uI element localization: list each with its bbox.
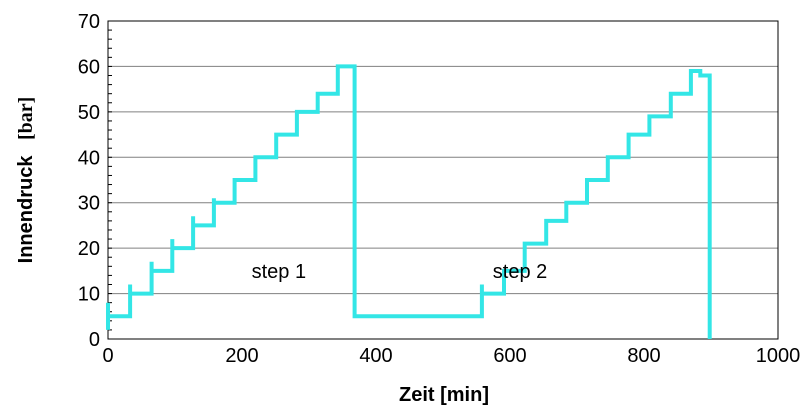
y-tick-label-70: 70	[78, 11, 100, 33]
y-tick-label-0: 0	[89, 329, 100, 351]
y-tick-label-30: 30	[78, 193, 100, 215]
y-tick-label-20: 20	[78, 238, 100, 260]
annotations: step 1 step 2	[252, 261, 548, 283]
y-axis-title-name: Innendruck	[15, 155, 37, 264]
y-tick-label-40: 40	[78, 147, 100, 169]
x-tick-label-0: 0	[102, 345, 113, 367]
y-axis-title-unit: [bar]	[15, 97, 37, 140]
y-tick-label-50: 50	[78, 102, 100, 124]
x-tick-labels: 0 200 400 600 800 1000	[102, 345, 800, 367]
x-tick-label-600: 600	[493, 345, 526, 367]
y-tick-label-10: 10	[78, 284, 100, 306]
y-minor-ticks	[108, 20, 112, 340]
y-tick-label-60: 60	[78, 56, 100, 78]
x-axis-title: Zeit [min]	[399, 384, 489, 406]
series-group	[106, 64, 712, 339]
y-axis-title: Innendruck [bar]	[15, 97, 37, 264]
annotation-step-2: step 2	[493, 261, 547, 283]
x-tick-label-800: 800	[627, 345, 660, 367]
series-line-0	[106, 64, 712, 339]
y-tick-labels: 0 10 20 30 40 50 60 70	[78, 11, 100, 351]
plot-area-frame	[107, 20, 779, 340]
annotation-step-1: step 1	[252, 261, 306, 283]
x-tick-label-1000: 1000	[756, 345, 801, 367]
grid-lines	[108, 65, 778, 295]
x-tick-label-400: 400	[359, 345, 392, 367]
x-tick-label-200: 200	[225, 345, 258, 367]
